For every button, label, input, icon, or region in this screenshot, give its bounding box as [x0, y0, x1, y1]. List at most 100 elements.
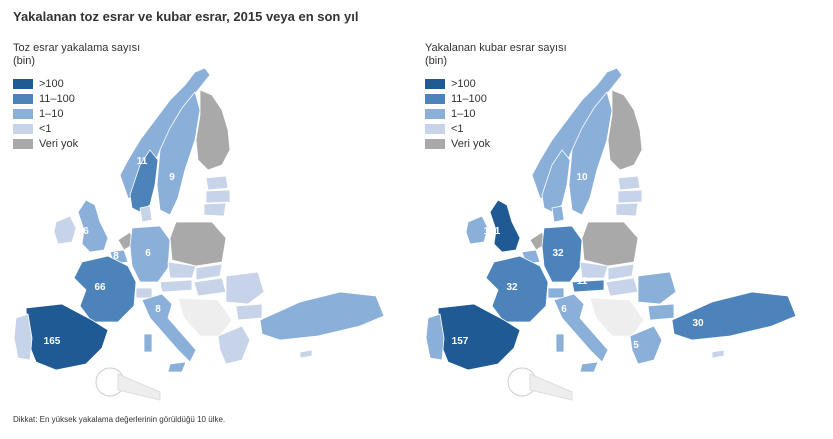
- chart-title: Yakalanan toz esrar ve kubar esrar, 2015…: [13, 9, 359, 24]
- bulgaria: [647, 303, 675, 321]
- footnote: Dikkat: En yüksek yakalama değerlerinin …: [13, 415, 226, 424]
- estonia: [205, 175, 229, 191]
- sweden: [568, 91, 613, 216]
- france: [485, 255, 549, 323]
- legend-title-line1: Toz esrar yakalama sayısı: [13, 42, 141, 54]
- turkey: [259, 291, 385, 341]
- label-spain: 157: [452, 336, 469, 347]
- czech: [579, 261, 609, 279]
- legend-label: 1–10: [451, 108, 476, 120]
- poland: [169, 221, 227, 267]
- norway-south: [541, 149, 571, 213]
- switzerland: [135, 287, 153, 299]
- austria: [159, 279, 193, 293]
- latvia: [205, 189, 231, 204]
- romania: [225, 271, 265, 305]
- label-austria: 11: [577, 276, 588, 287]
- label-sweden: 10: [576, 172, 588, 183]
- legend-herbal: Toz esrar yakalama sayısı (bin) >100 11–…: [13, 42, 140, 152]
- france: [73, 255, 137, 323]
- legend-label: Veri yok: [451, 138, 491, 150]
- portugal: [13, 313, 33, 361]
- label-italy: 6: [561, 304, 567, 315]
- legend-title-line2: (bin): [13, 55, 36, 67]
- label-france: 66: [94, 282, 106, 293]
- legend-item-lt1: <1: [13, 122, 140, 136]
- romania: [637, 271, 677, 305]
- sardinia: [555, 333, 565, 353]
- lithuania: [615, 202, 639, 217]
- greece: [217, 325, 251, 365]
- portugal: [425, 313, 445, 361]
- austria: [571, 279, 605, 293]
- legend-swatch: [425, 94, 445, 104]
- label-spain: 165: [44, 336, 61, 347]
- norway-south: [129, 149, 159, 213]
- hungary: [605, 277, 639, 297]
- sicily: [579, 361, 599, 373]
- map-cannabis-resin: 10 101 32 11 32 6 5 157 30: [425, 67, 797, 401]
- legend-label: >100: [39, 78, 64, 90]
- slovakia: [607, 263, 635, 281]
- ireland: [465, 215, 489, 245]
- legend-swatch: [13, 139, 33, 149]
- legend-label: >100: [451, 78, 476, 90]
- balkans: [177, 297, 233, 337]
- finland: [195, 89, 231, 171]
- legend-swatch: [425, 109, 445, 119]
- label-norway: 11: [137, 156, 148, 167]
- map-panel-cannabis-resin: 10 101 32 11 32 6 5 157 30 Yakalanan kub…: [412, 42, 822, 402]
- uk: [77, 199, 109, 253]
- legend-item-no-data: Veri yok: [425, 137, 567, 151]
- legend-item-11-100: 11–100: [425, 92, 567, 106]
- legend-item-gt100: >100: [13, 77, 140, 91]
- lithuania: [203, 202, 227, 217]
- denmark: [139, 205, 153, 223]
- legend-label: <1: [451, 123, 464, 135]
- bulgaria: [235, 303, 263, 321]
- spain: [437, 303, 521, 371]
- turkey: [671, 291, 797, 341]
- cyprus: [711, 349, 725, 359]
- estonia: [617, 175, 641, 191]
- legend-title-line2: (bin): [425, 55, 448, 67]
- legend-label: 11–100: [451, 93, 487, 105]
- slovakia: [195, 263, 223, 281]
- label-italy: 8: [155, 304, 161, 315]
- legend-item-1-10: 1–10: [13, 107, 140, 121]
- legend-item-lt1: <1: [425, 122, 567, 136]
- italy: [141, 293, 197, 363]
- legend-resin: Yakalanan kubar esrar sayısı (bin) >100 …: [425, 42, 567, 152]
- legend-swatch: [13, 79, 33, 89]
- cyprus: [299, 349, 313, 359]
- label-uk: 101: [484, 226, 501, 237]
- label-uk: 6: [83, 226, 89, 237]
- spain: [25, 303, 109, 371]
- legend-swatch: [13, 109, 33, 119]
- malta-inset-circle: [507, 367, 573, 401]
- poland: [581, 221, 639, 267]
- legend-label: Veri yok: [39, 138, 79, 150]
- denmark: [551, 205, 565, 223]
- ireland: [53, 215, 77, 245]
- germany: [129, 225, 171, 283]
- legend-item-gt100: >100: [425, 77, 567, 91]
- label-belgium: 8: [113, 251, 119, 262]
- legend-title-line1: Yakalanan kubar esrar sayısı: [425, 42, 567, 54]
- legend-item-no-data: Veri yok: [13, 137, 140, 151]
- latvia: [617, 189, 643, 204]
- sardinia: [143, 333, 153, 353]
- greece: [629, 325, 663, 365]
- legend-swatch: [13, 124, 33, 134]
- legend-label: 11–100: [39, 93, 75, 105]
- legend-item-1-10: 1–10: [425, 107, 567, 121]
- label-france: 32: [506, 282, 518, 293]
- legend-swatch: [425, 124, 445, 134]
- legend-label: <1: [39, 123, 52, 135]
- finland: [607, 89, 643, 171]
- hungary: [193, 277, 227, 297]
- legend-swatch: [425, 79, 445, 89]
- legend-item-11-100: 11–100: [13, 92, 140, 106]
- uk: [489, 199, 521, 253]
- czech: [167, 261, 197, 279]
